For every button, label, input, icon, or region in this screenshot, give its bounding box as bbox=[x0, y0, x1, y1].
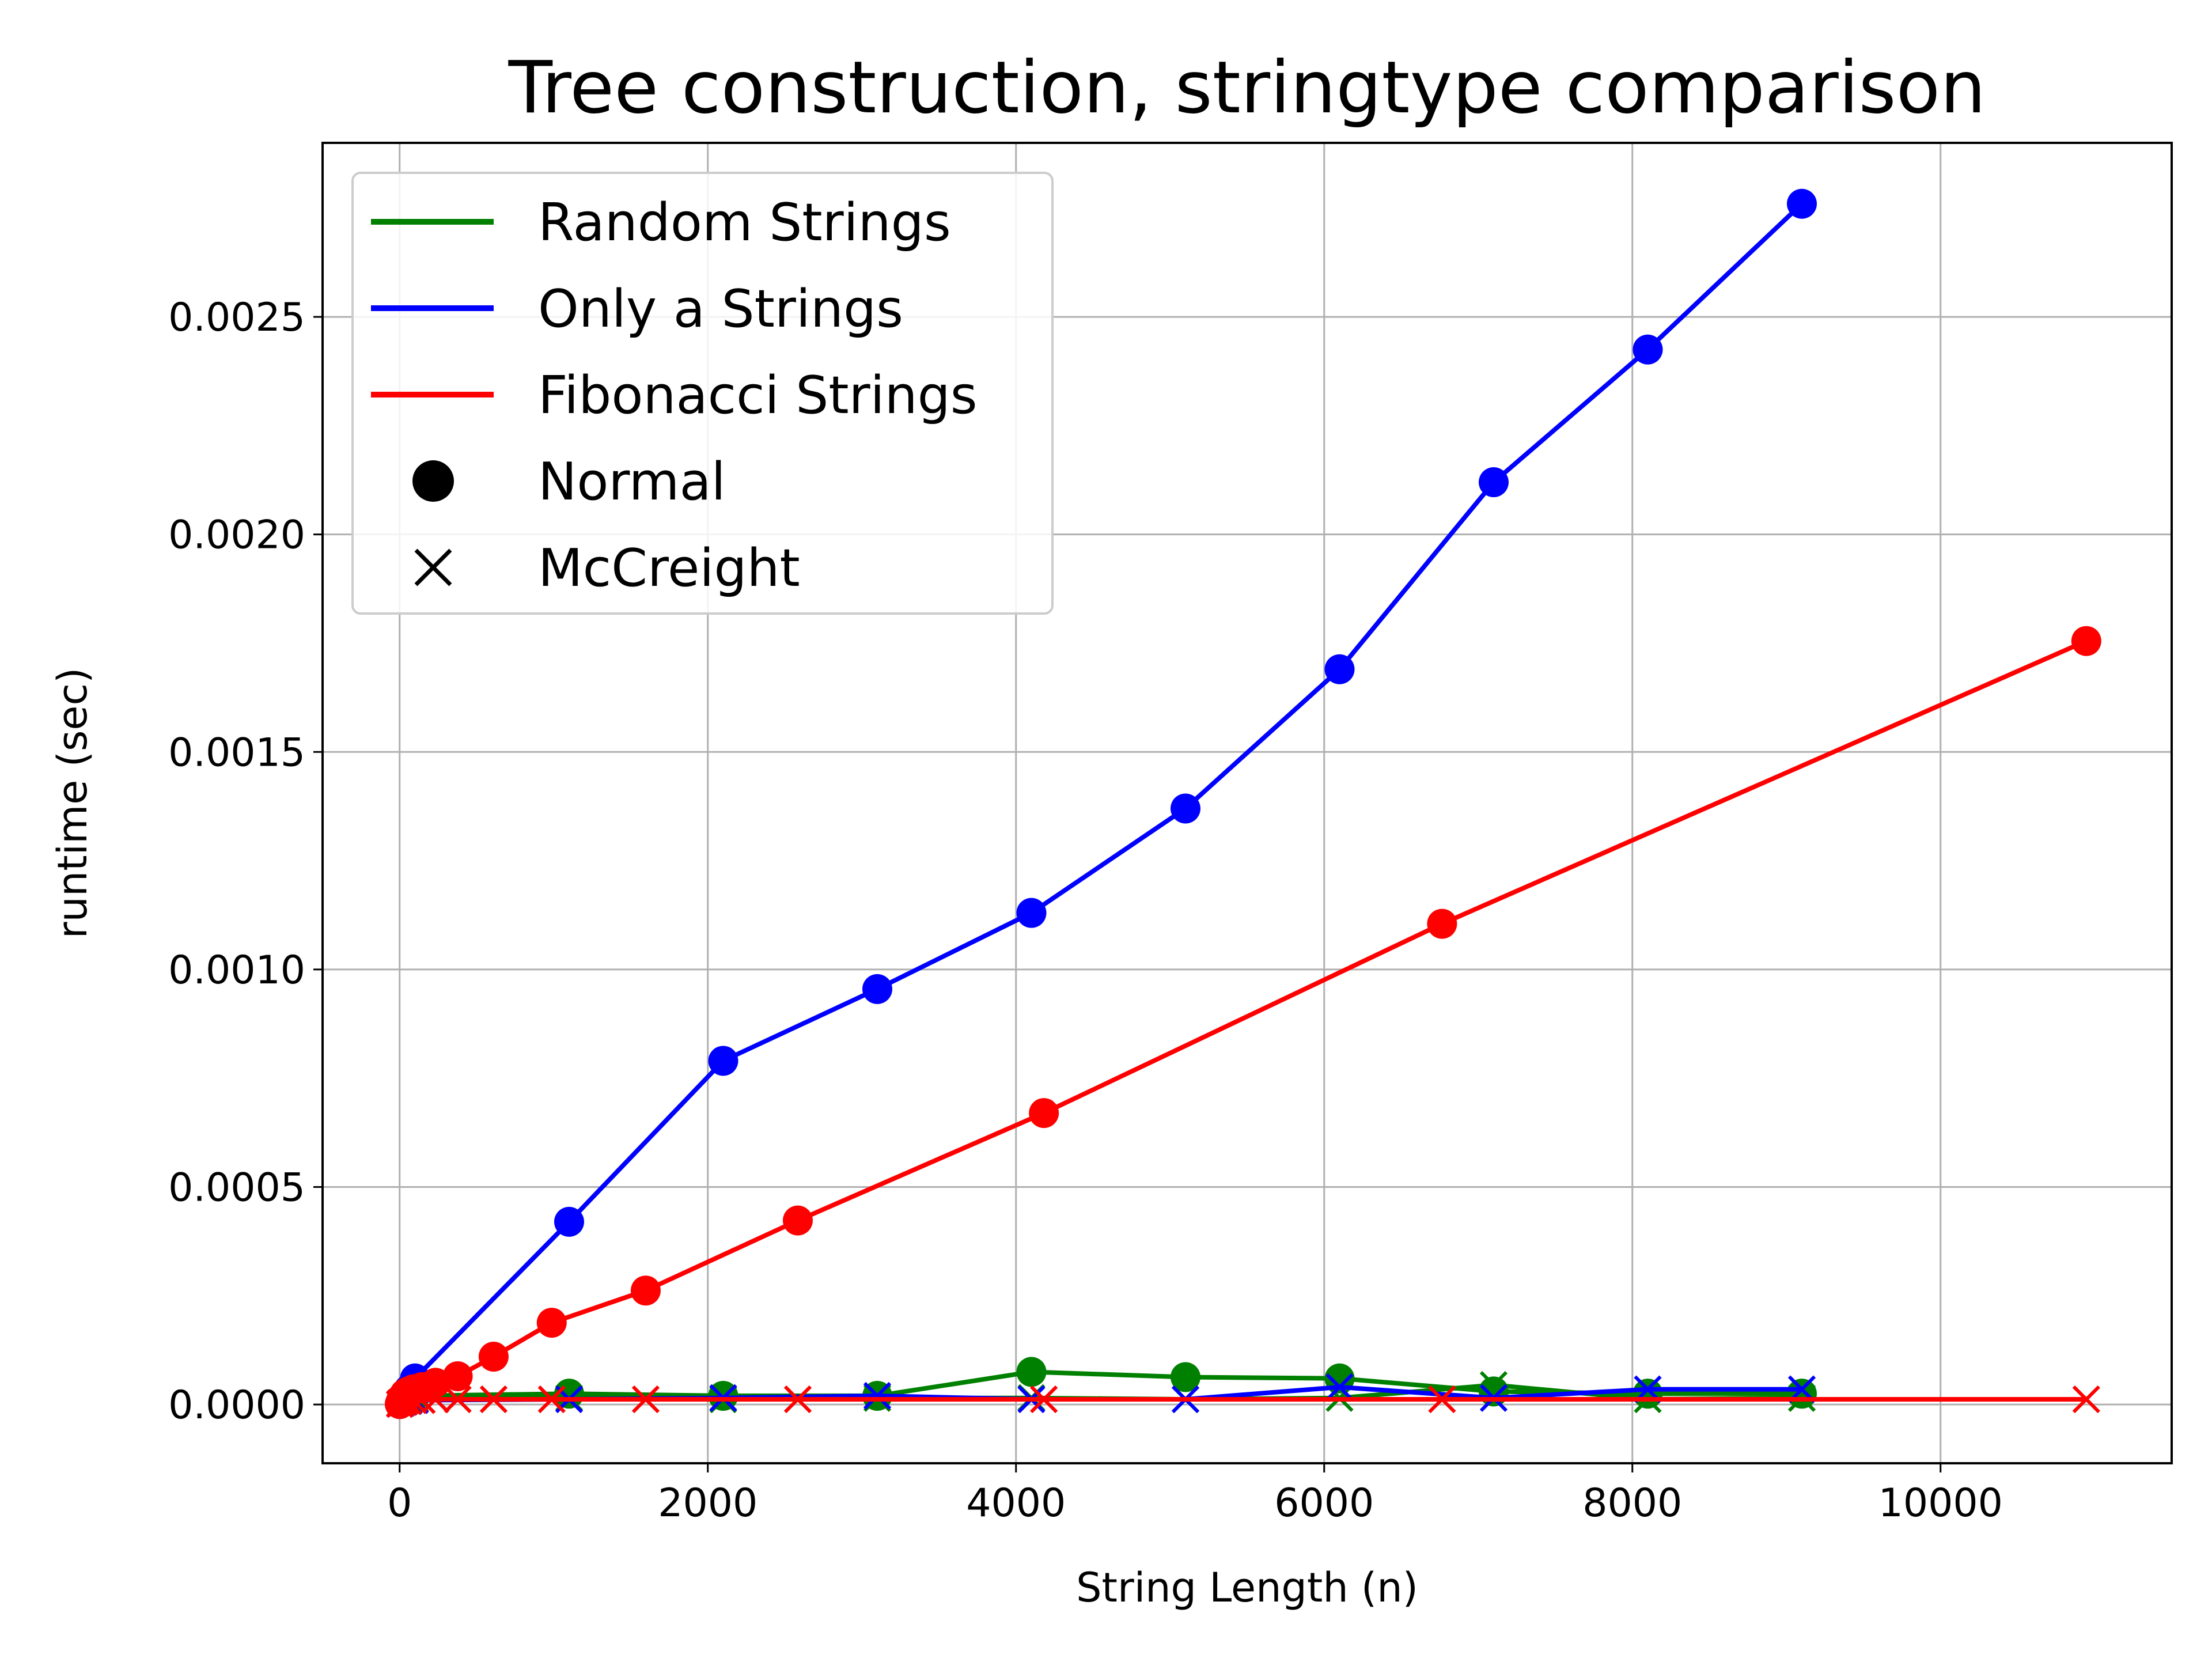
y-tick-label: 0.0000 bbox=[168, 1383, 305, 1428]
x-tick-label: 10000 bbox=[1878, 1481, 2003, 1526]
legend-item: Fibonacci Strings bbox=[371, 365, 978, 426]
data-point-x bbox=[444, 1385, 472, 1414]
plot-series bbox=[385, 188, 2101, 1419]
data-point-circle bbox=[1016, 898, 1047, 928]
y-axis-label: runtime (sec) bbox=[49, 668, 96, 939]
data-point-circle bbox=[1479, 1376, 1509, 1407]
data-point-x bbox=[421, 1385, 450, 1414]
legend-circle-marker-icon bbox=[412, 460, 454, 502]
data-point-circle bbox=[1029, 1098, 1059, 1129]
legend-label: Only a Strings bbox=[538, 279, 903, 339]
data-point-circle bbox=[478, 1341, 509, 1372]
data-point-circle bbox=[2071, 626, 2101, 656]
x-tick-label: 4000 bbox=[966, 1481, 1066, 1526]
legend-label: Normal bbox=[538, 452, 726, 512]
data-point-circle bbox=[1171, 1362, 1200, 1392]
data-point-x bbox=[863, 1381, 892, 1410]
y-tick-label: 0.0010 bbox=[168, 948, 305, 993]
legend-item: Only a Strings bbox=[371, 279, 903, 339]
data-point-circle bbox=[1787, 188, 1817, 219]
data-point-circle bbox=[1787, 1379, 1817, 1409]
data-point-x bbox=[2072, 1385, 2100, 1414]
data-point-circle bbox=[630, 1275, 661, 1306]
y-tick-label: 0.0025 bbox=[168, 295, 305, 340]
data-point-x bbox=[783, 1385, 812, 1414]
x-tick-label: 8000 bbox=[1582, 1481, 1682, 1526]
legend-item: Normal bbox=[412, 452, 726, 512]
legend-item: McCreight bbox=[414, 538, 800, 599]
data-point-x bbox=[479, 1385, 508, 1414]
data-point-circle bbox=[1324, 654, 1355, 684]
legend-label: Fibonacci Strings bbox=[538, 365, 978, 426]
data-point-circle bbox=[536, 1308, 567, 1338]
data-point-x bbox=[537, 1385, 566, 1414]
legend-item: Random Strings bbox=[371, 192, 951, 253]
data-point-circle bbox=[1016, 1357, 1047, 1387]
data-point-circle bbox=[782, 1205, 813, 1236]
x-tick-label: 6000 bbox=[1274, 1481, 1374, 1526]
legend-box bbox=[351, 172, 1054, 615]
data-point-circle bbox=[708, 1046, 738, 1076]
data-point-circle bbox=[1427, 908, 1457, 939]
legend-label: Random Strings bbox=[538, 192, 951, 253]
data-point-x bbox=[1325, 1373, 1354, 1401]
data-point-x bbox=[631, 1385, 660, 1414]
data-point-x bbox=[399, 1386, 427, 1414]
series-fibonacci-strings-mccreight bbox=[385, 1385, 2100, 1418]
data-point-circle bbox=[862, 974, 892, 1004]
data-point-circle bbox=[554, 1206, 584, 1237]
x-axis-label: String Length (n) bbox=[1076, 1564, 1418, 1611]
data-point-x bbox=[1479, 1371, 1508, 1399]
data-point-circle bbox=[1633, 334, 1663, 365]
data-point-circle bbox=[1479, 467, 1509, 498]
legend-label: McCreight bbox=[538, 538, 800, 599]
chart-title: Tree construction, stringtype comparison bbox=[508, 46, 1986, 130]
data-point-circle bbox=[442, 1361, 473, 1391]
legend-x-marker-icon bbox=[414, 548, 452, 586]
axis-ticks: 0 2000 4000 6000 8000 10000 0.0000 0.0005 0.0010… bbox=[168, 295, 2003, 1526]
data-point-circle bbox=[1633, 1379, 1663, 1409]
y-tick-label: 0.0015 bbox=[168, 730, 305, 775]
y-tick-label: 0.0020 bbox=[168, 513, 305, 558]
x-tick-label: 0 bbox=[387, 1481, 412, 1526]
x-tick-label: 2000 bbox=[658, 1481, 757, 1526]
data-point-circle bbox=[1171, 793, 1200, 824]
data-point-x bbox=[1428, 1385, 1456, 1414]
data-point-x bbox=[1030, 1385, 1058, 1414]
y-tick-label: 0.0005 bbox=[168, 1165, 305, 1210]
legend: Random Strings Only a Strings Fibonacci St… bbox=[351, 172, 1054, 615]
plot-frame bbox=[321, 142, 2173, 1464]
